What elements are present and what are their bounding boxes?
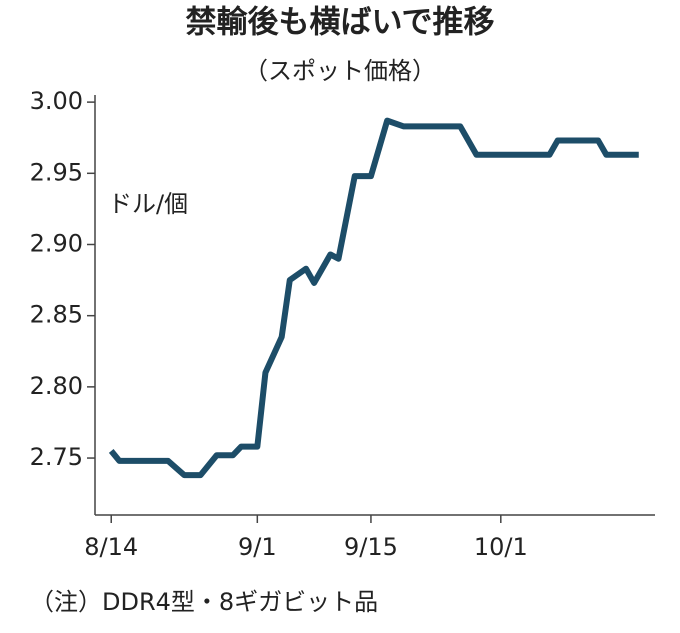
x-tick-label: 9/15 <box>344 533 398 561</box>
y-tick-label: 2.80 <box>30 372 83 400</box>
y-tick-label: 2.85 <box>30 301 83 329</box>
data-line <box>108 117 639 479</box>
x-tick-label: 9/1 <box>238 533 277 561</box>
y-tick-label: 2.90 <box>30 229 83 257</box>
y-tick-label: 2.95 <box>30 158 83 186</box>
x-tick-label: 10/1 <box>474 533 528 561</box>
x-tick-label: 8/14 <box>84 533 138 561</box>
chart-subtitle: （スポット価格） <box>244 57 436 85</box>
note: （注）DDR4型・8ギガビット品 <box>30 588 378 616</box>
unit-label: ドル/個 <box>108 190 188 218</box>
y-tick-label: 2.75 <box>30 443 83 471</box>
y-tick-label: 3.00 <box>30 87 83 115</box>
chart-title: 禁輸後も横ばいで推移 <box>185 5 494 41</box>
